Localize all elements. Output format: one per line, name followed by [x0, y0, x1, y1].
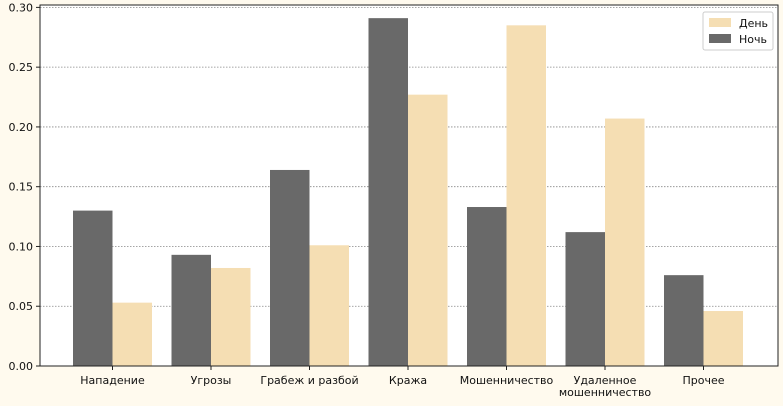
y-tick-label: 0.15 [9, 181, 34, 194]
bar-day [506, 25, 546, 366]
bar-day [605, 118, 645, 366]
y-tick-label: 0.25 [9, 61, 34, 74]
bars [73, 18, 743, 367]
bar-day [408, 94, 448, 367]
bar-night [73, 210, 113, 366]
x-tick-label: Мошенничество [460, 374, 554, 387]
x-tick-label: Угрозы [191, 374, 232, 387]
bar-day [211, 267, 251, 366]
x-tick-label: Нападение [80, 374, 145, 387]
legend-swatch-night [709, 34, 731, 43]
x-tick-label: Прочее [682, 374, 724, 387]
legend-label: Ночь [739, 33, 767, 46]
y-axis: 0.00 0.05 0.10 0.15 0.20 0.25 0.30 [9, 1, 40, 373]
bar-night [467, 207, 507, 366]
y-tick-label: 0.10 [9, 240, 34, 253]
bar-day [703, 311, 743, 366]
plot-frame [39, 4, 779, 367]
legend: День Ночь [702, 11, 774, 51]
y-tick-label: 0.30 [9, 1, 34, 14]
x-axis: Нападение Угрозы Грабеж и разбой Кража Мошен… [80, 366, 725, 399]
bar-night [664, 275, 704, 366]
y-tick-label: 0.20 [9, 121, 34, 134]
bar-night [368, 18, 408, 366]
y-tick-label: 0.00 [9, 360, 34, 373]
legend-swatch-day [709, 18, 731, 27]
x-tick-label: Грабеж и разбой [260, 374, 358, 387]
bar-night [270, 169, 310, 366]
x-tick-label: Кража [389, 374, 427, 387]
x-tick-label: Удаленное мошенничество [559, 374, 652, 399]
bar-night [171, 254, 211, 366]
bar-day [112, 302, 152, 366]
bar-night [565, 232, 605, 366]
y-tick-label: 0.05 [9, 300, 34, 313]
legend-label: День [739, 17, 768, 30]
bar-day [309, 245, 349, 366]
